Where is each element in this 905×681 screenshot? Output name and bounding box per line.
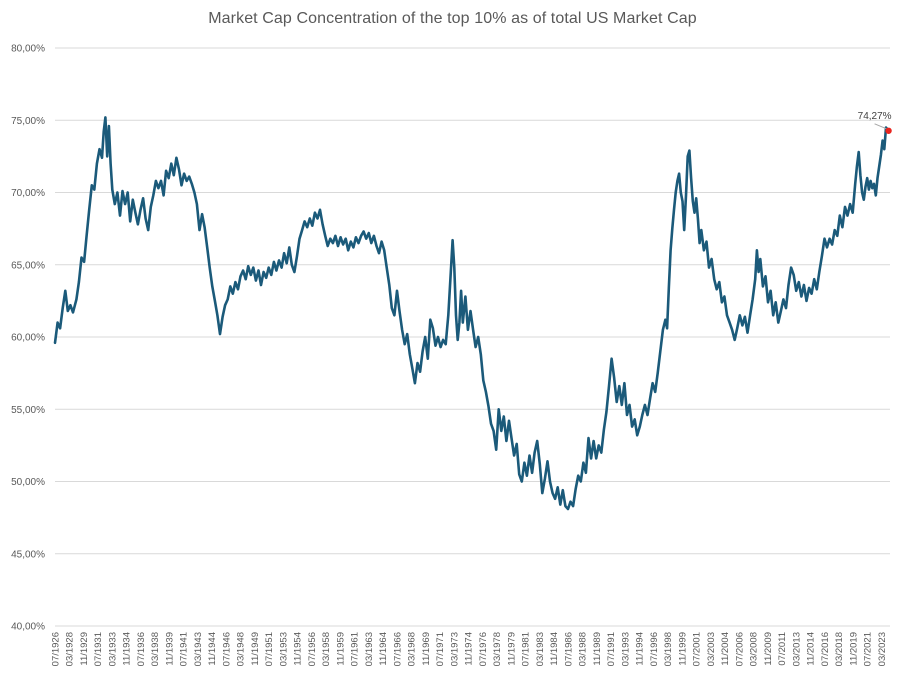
x-tick-label: 11/1929 <box>79 632 90 666</box>
x-tick-label: 07/1991 <box>606 632 617 666</box>
x-tick-label: 03/1993 <box>620 632 631 666</box>
x-tick-label: 07/1951 <box>264 632 275 666</box>
annotation-leader-line <box>874 123 887 130</box>
y-tick-label: 40,00% <box>11 622 45 633</box>
y-tick-label: 55,00% <box>11 405 45 416</box>
x-tick-label: 07/1981 <box>521 632 532 666</box>
x-tick-label: 11/1999 <box>677 632 688 666</box>
x-tick-label: 07/1941 <box>179 632 190 666</box>
x-tick-label: 07/1976 <box>478 632 489 666</box>
x-tick-label: 07/2021 <box>863 632 874 666</box>
y-tick-label: 60,00% <box>11 333 45 344</box>
x-tick-label: 07/2011 <box>777 632 788 666</box>
x-tick-label: 11/2009 <box>763 632 774 666</box>
x-tick-label: 11/1989 <box>592 632 603 666</box>
last-value-label: 74,27% <box>858 111 892 122</box>
x-tick-label: 11/1969 <box>421 632 432 666</box>
x-tick-label: 11/1939 <box>164 632 175 666</box>
x-tick-label: 03/1948 <box>236 632 247 666</box>
x-tick-label: 11/1949 <box>250 632 261 666</box>
x-tick-label: 03/1938 <box>150 632 161 666</box>
x-tick-label: 11/1974 <box>464 632 475 666</box>
x-tick-label: 07/1956 <box>307 632 318 666</box>
x-tick-label: 03/1988 <box>578 632 589 666</box>
x-tick-label: 07/1961 <box>350 632 361 666</box>
x-tick-label: 03/1973 <box>449 632 460 666</box>
x-tick-label: 07/1926 <box>51 632 62 666</box>
annotation: 74,27% <box>858 111 892 134</box>
x-tick-label: 07/1986 <box>563 632 574 666</box>
x-tick-label: 03/2013 <box>791 632 802 666</box>
y-tick-label: 50,00% <box>11 477 45 488</box>
x-tick-label: 03/1963 <box>364 632 375 666</box>
series-line <box>53 116 890 511</box>
x-tick-label: 11/1979 <box>506 632 517 666</box>
y-axis-ticks: 40,00% 45,00% 50,00% 55,00% 60,00% 65,00% 70,0… <box>11 44 45 633</box>
y-tick-label: 80,00% <box>11 44 45 55</box>
x-tick-label: 11/1994 <box>635 632 646 666</box>
x-tick-label: 03/2008 <box>749 632 760 666</box>
x-tick-label: 11/2014 <box>806 632 817 666</box>
x-tick-label: 03/1953 <box>278 632 289 666</box>
x-tick-label: 07/1996 <box>649 632 660 666</box>
x-tick-label: 07/1971 <box>435 632 446 666</box>
x-tick-label: 07/1936 <box>136 632 147 666</box>
chart-title: Market Cap Concentration of the top 10% … <box>208 10 697 27</box>
x-tick-label: 07/1931 <box>93 632 104 666</box>
x-tick-label: 03/2003 <box>706 632 717 666</box>
x-tick-label: 07/1966 <box>392 632 403 666</box>
gridlines <box>55 47 890 627</box>
x-tick-label: 03/1943 <box>193 632 204 666</box>
x-tick-label: 11/1944 <box>207 632 218 666</box>
y-tick-label: 45,00% <box>11 549 45 560</box>
last-value-marker <box>885 127 892 134</box>
x-tick-label: 11/1954 <box>293 632 304 666</box>
x-tick-label: 07/2016 <box>820 632 831 666</box>
x-tick-label: 03/2018 <box>834 632 845 666</box>
x-tick-label: 11/2019 <box>848 632 859 666</box>
x-tick-label: 03/1928 <box>65 632 76 666</box>
y-tick-label: 75,00% <box>11 116 45 127</box>
x-tick-label: 07/2006 <box>734 632 745 666</box>
x-axis-ticks: 07/1926 03/1928 11/1929 07/1931 03/1933 11/19… <box>51 632 888 666</box>
x-tick-label: 03/2023 <box>877 632 888 666</box>
x-tick-label: 11/1934 <box>122 632 133 666</box>
x-tick-label: 11/1964 <box>378 632 389 666</box>
x-tick-label: 11/1959 <box>335 632 346 666</box>
y-tick-label: 65,00% <box>11 260 45 271</box>
x-tick-label: 03/1978 <box>492 632 503 666</box>
x-tick-label: 11/1984 <box>549 632 560 666</box>
x-tick-label: 03/1968 <box>407 632 418 666</box>
x-tick-label: 07/1946 <box>221 632 232 666</box>
x-tick-label: 03/1998 <box>663 632 674 666</box>
x-tick-label: 03/1933 <box>107 632 118 666</box>
y-tick-label: 70,00% <box>11 188 45 199</box>
x-tick-label: 03/1958 <box>321 632 332 666</box>
x-tick-label: 11/2004 <box>720 632 731 666</box>
x-tick-label: 07/2001 <box>692 632 703 666</box>
x-tick-label: 03/1983 <box>535 632 546 666</box>
